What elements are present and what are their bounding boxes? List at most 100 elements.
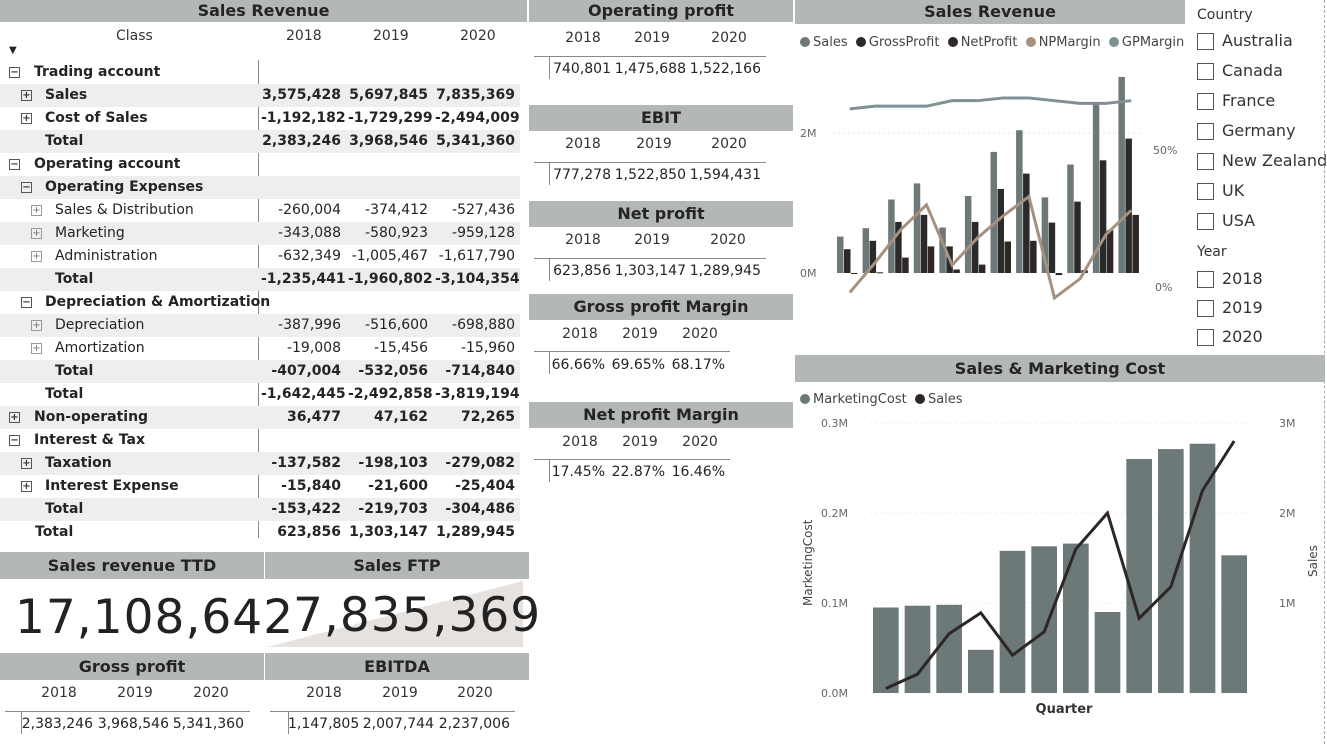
country-option-label[interactable]: New Zealand <box>1222 151 1327 170</box>
bar-sales <box>939 227 946 273</box>
expand-icon[interactable]: + <box>31 343 42 354</box>
sort-arrow-icon[interactable]: ▼ <box>9 45 17 56</box>
legend-item[interactable]: Sales <box>914 392 963 407</box>
year-header[interactable]: 2020 <box>457 685 493 701</box>
bar-grossprofit <box>920 214 928 273</box>
year-header[interactable]: 2020 <box>711 136 747 152</box>
cell-value: 3,575,428 <box>262 87 341 103</box>
year-header[interactable]: 2020 <box>193 685 229 701</box>
checkbox[interactable] <box>1197 123 1214 140</box>
collapse-icon[interactable]: − <box>9 67 20 78</box>
cell-value: 36,477 <box>286 409 341 425</box>
expand-icon[interactable]: + <box>31 320 42 331</box>
year-header[interactable]: 2019 <box>634 30 670 46</box>
ebitda-value: 1,147,805 <box>288 716 360 732</box>
year-header[interactable]: 2020 <box>711 30 747 46</box>
expand-icon[interactable]: + <box>9 412 20 423</box>
cell-value: -1,235,441 <box>261 271 346 287</box>
collapse-icon[interactable]: − <box>21 297 32 308</box>
year-header[interactable]: 2018 <box>565 30 601 46</box>
year-option-label[interactable]: 2019 <box>1222 298 1263 317</box>
checkbox[interactable] <box>1197 271 1214 288</box>
year-option-label[interactable]: 2020 <box>1222 327 1263 346</box>
year-header[interactable]: 2018 <box>562 434 598 450</box>
expand-icon[interactable]: + <box>21 113 32 124</box>
collapse-icon[interactable]: − <box>9 435 20 446</box>
x-axis-title: Quarter <box>1036 702 1094 717</box>
checkbox[interactable] <box>1197 213 1214 230</box>
year-header[interactable]: 2019 <box>622 434 658 450</box>
gross-profit-value: 5,341,360 <box>172 716 244 732</box>
row-label: Interest Expense <box>45 478 179 494</box>
matrix-year-header[interactable]: 2018 <box>286 28 322 44</box>
year-header[interactable]: 2018 <box>306 685 342 701</box>
year-option-label[interactable]: 2018 <box>1222 269 1263 288</box>
year-header[interactable]: 2019 <box>622 326 658 342</box>
collapse-icon[interactable]: − <box>21 182 32 193</box>
y-tick-label: 0.2M <box>821 507 848 520</box>
table-row: − Operating account <box>0 153 520 176</box>
cell-value: -407,004 <box>271 363 341 379</box>
matrix-year-header[interactable]: 2020 <box>460 28 496 44</box>
country-option-label[interactable]: USA <box>1222 211 1256 230</box>
cell-value: -2,494,009 <box>435 110 520 126</box>
ebit-value: 1,594,431 <box>689 167 761 183</box>
expand-icon[interactable]: + <box>31 228 42 239</box>
year-header[interactable]: 2018 <box>562 326 598 342</box>
legend-item[interactable]: MarketingCost <box>800 392 907 407</box>
legend-item[interactable]: Sales <box>800 35 848 50</box>
year-header[interactable]: 2018 <box>565 136 601 152</box>
matrix-year-header[interactable]: 2019 <box>373 28 409 44</box>
legend-marker-icon <box>1025 37 1036 47</box>
year-header[interactable]: 2020 <box>710 232 746 248</box>
legend-item[interactable]: NetProfit <box>947 35 1017 50</box>
net-profit-value: 1,303,147 <box>614 263 686 279</box>
legend-item[interactable]: NPMargin <box>1025 35 1101 50</box>
table-row: + Sales & Distribution -260,004 -374,412 -52… <box>0 199 520 222</box>
y-tick-label: 50% <box>1153 144 1177 157</box>
sales-marketing-plot[interactable]: 0.0M 0.1M 0.2M 0.3M 1M 2M 3M MarketingCost Sales… <box>795 410 1325 744</box>
row-label: Total <box>55 271 94 287</box>
row-label: Total <box>45 133 84 149</box>
year-header[interactable]: 2019 <box>636 136 672 152</box>
year-header[interactable]: 2018 <box>41 685 77 701</box>
checkbox[interactable] <box>1197 329 1214 346</box>
country-option-label[interactable]: Australia <box>1222 31 1293 50</box>
country-option-label[interactable]: UK <box>1222 181 1245 200</box>
checkbox[interactable] <box>1197 183 1214 200</box>
table-row: − Depreciation & Amortization <box>0 291 520 314</box>
checkbox[interactable] <box>1197 300 1214 317</box>
expand-icon[interactable]: + <box>31 251 42 262</box>
country-option-label[interactable]: France <box>1222 91 1276 110</box>
expand-icon[interactable]: + <box>21 481 32 492</box>
year-header[interactable]: 2019 <box>382 685 418 701</box>
year-header[interactable]: 2019 <box>634 232 670 248</box>
year-header[interactable]: 2019 <box>117 685 153 701</box>
expand-icon[interactable]: + <box>21 458 32 469</box>
checkbox[interactable] <box>1197 63 1214 80</box>
year-header[interactable]: 2020 <box>682 326 718 342</box>
bar-netprofit <box>1004 241 1011 273</box>
expand-icon[interactable]: + <box>21 90 32 101</box>
legend-item[interactable]: GrossProfit <box>855 35 939 50</box>
gross-profit-margin-value: 68.17% <box>671 357 725 373</box>
country-option-label[interactable]: Germany <box>1222 121 1296 140</box>
year-header[interactable]: 2018 <box>565 232 601 248</box>
bar-sales <box>862 228 870 273</box>
legend-item[interactable]: GPMargin <box>1108 35 1184 50</box>
checkbox[interactable] <box>1197 33 1214 50</box>
bar-marketing-cost <box>873 607 899 693</box>
country-option-label[interactable]: Canada <box>1222 61 1283 80</box>
bar-sales <box>1016 130 1023 273</box>
cell-value: 3,968,546 <box>349 133 428 149</box>
sales-revenue-plot[interactable]: 0M 2M 0% 50% <box>795 55 1185 345</box>
matrix-class-header[interactable]: Class <box>116 28 153 44</box>
y-tick-label: 2M <box>800 127 817 140</box>
checkbox[interactable] <box>1197 93 1214 110</box>
expand-icon[interactable]: + <box>31 205 42 216</box>
year-header[interactable]: 2020 <box>682 434 718 450</box>
cell-value: -580,923 <box>365 225 428 241</box>
collapse-icon[interactable]: − <box>9 159 20 170</box>
checkbox[interactable] <box>1197 153 1214 170</box>
